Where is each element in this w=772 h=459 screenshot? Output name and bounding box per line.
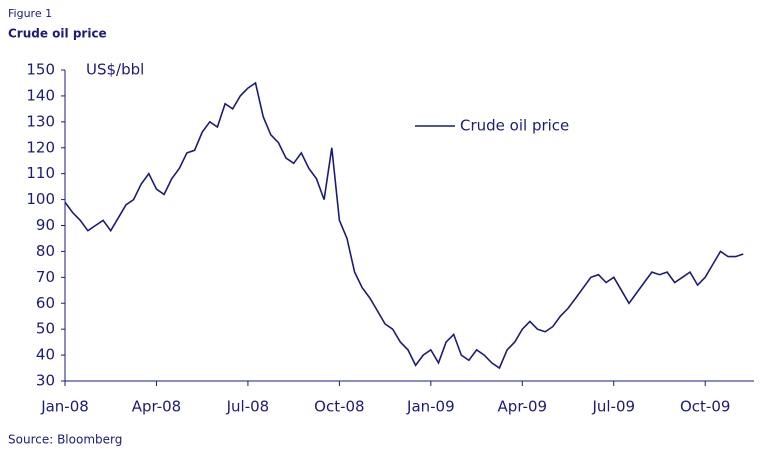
x-tick-label: Apr-09 — [498, 398, 548, 416]
y-tick-label: 130 — [26, 112, 55, 130]
x-tick-label: Jan-09 — [406, 398, 455, 416]
figure-label: Figure 1 — [8, 7, 52, 20]
y-tick-label: 40 — [36, 346, 55, 364]
line-series — [64, 81, 744, 370]
y-axis-label: US$/bbl — [86, 61, 144, 79]
source: Source: Bloomberg — [8, 433, 122, 447]
y-tick-label: 110 — [26, 164, 55, 182]
y-tick-label: 30 — [36, 372, 55, 390]
x-tick-label: Apr-08 — [132, 398, 182, 416]
y-tick-label: 80 — [36, 242, 55, 260]
y-tick-label: 120 — [26, 138, 55, 156]
x-tick-label: Jan-08 — [40, 398, 89, 416]
y-tick-label: 50 — [36, 320, 55, 338]
x-tick-label: Jul-09 — [591, 398, 635, 416]
x-tick-label: Oct-09 — [680, 398, 730, 416]
y-tick-label: 60 — [36, 294, 55, 312]
y-tick-label: 100 — [26, 190, 55, 208]
y-tick-label: 150 — [26, 61, 55, 79]
x-tick-label: Jul-08 — [226, 398, 270, 416]
y-tick-label: 140 — [26, 86, 55, 104]
y-tick-label: 90 — [36, 216, 55, 234]
y-tick-label: 70 — [36, 268, 55, 286]
x-tick-label: Oct-08 — [314, 398, 364, 416]
chart-title: Crude oil price — [8, 27, 107, 41]
legend-label: Crude oil price — [460, 117, 569, 135]
